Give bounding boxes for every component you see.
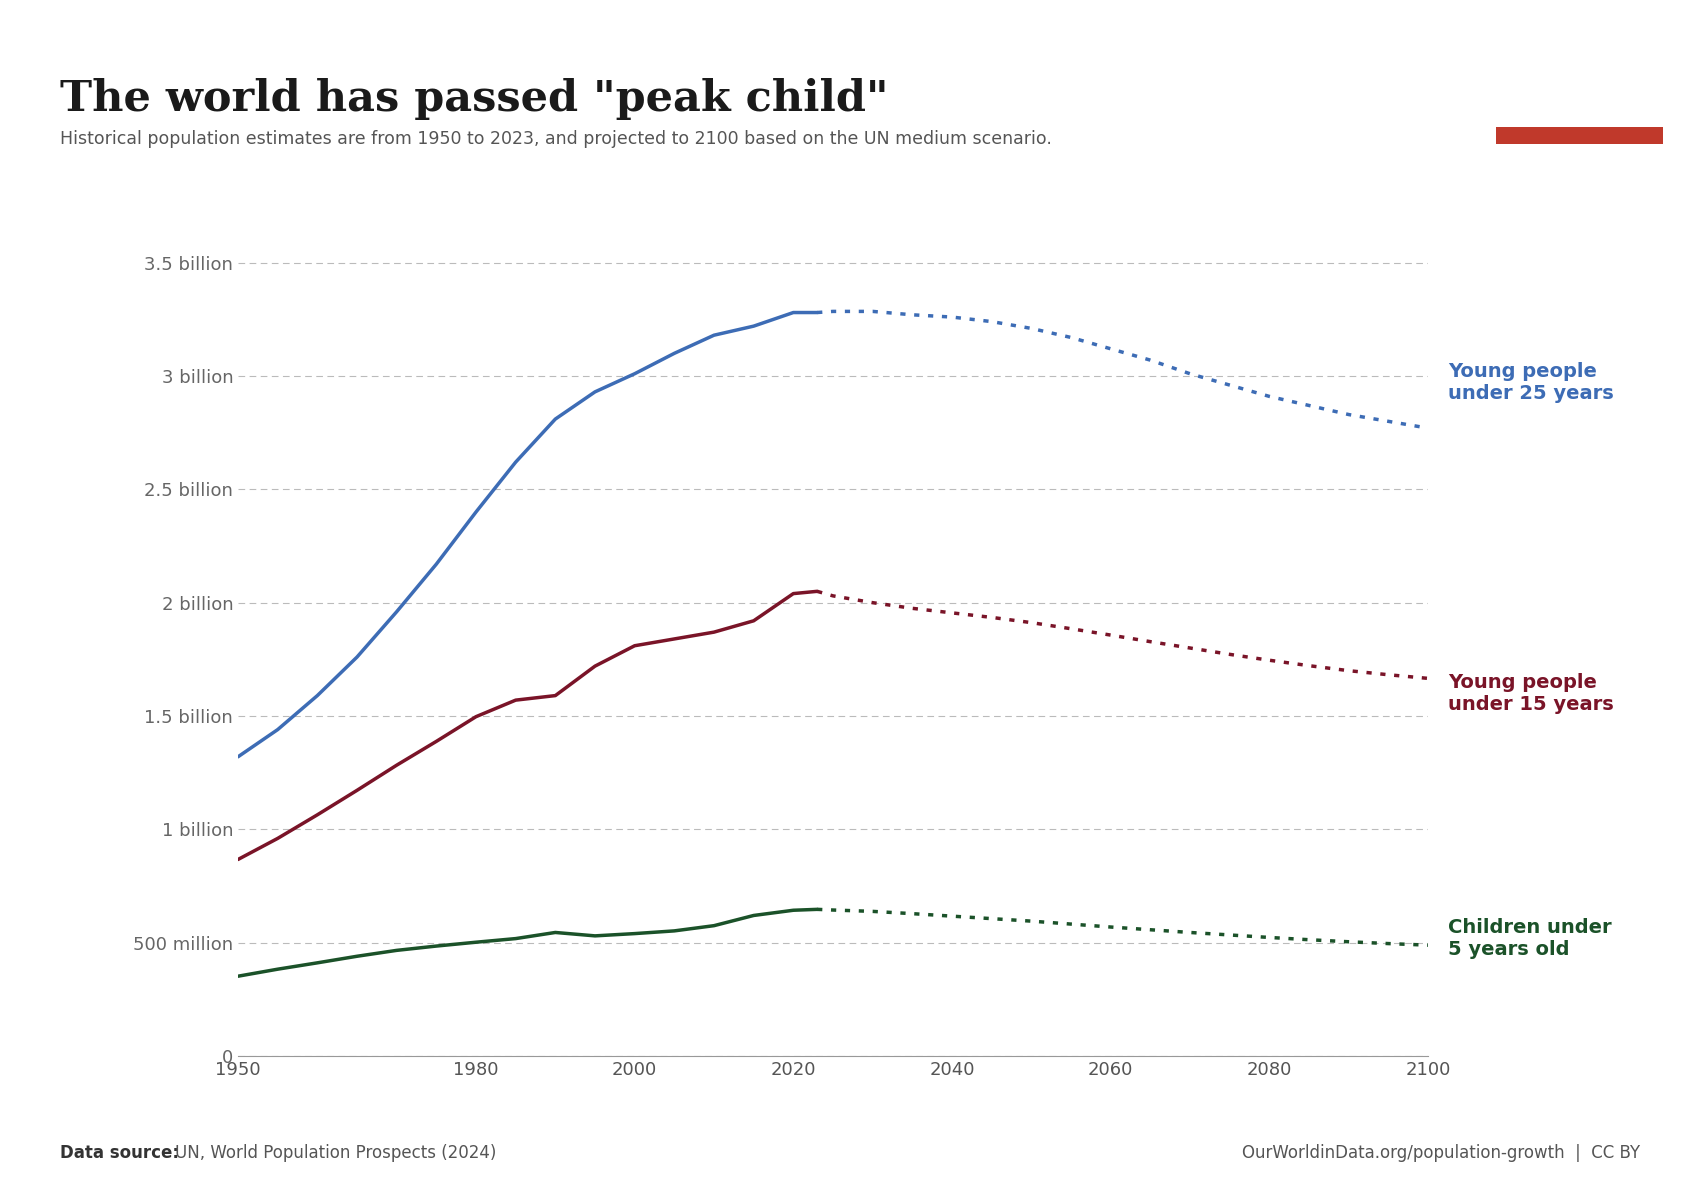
Text: Children under
5 years old: Children under 5 years old	[1448, 918, 1612, 959]
Text: Young people
under 15 years: Young people under 15 years	[1448, 673, 1613, 714]
Text: UN, World Population Prospects (2024): UN, World Population Prospects (2024)	[175, 1144, 496, 1162]
Bar	[1496, 127, 1663, 144]
Text: Young people
under 25 years: Young people under 25 years	[1448, 362, 1613, 403]
Text: Our World
in Data: Our World in Data	[1535, 62, 1624, 98]
Text: Historical population estimates are from 1950 to 2023, and projected to 2100 bas: Historical population estimates are from…	[60, 130, 1051, 148]
Text: Data source:: Data source:	[60, 1144, 178, 1162]
Text: OurWorldinData.org/population-growth  |  CC BY: OurWorldinData.org/population-growth | C…	[1243, 1144, 1640, 1162]
Text: The world has passed "peak child": The world has passed "peak child"	[60, 78, 887, 120]
